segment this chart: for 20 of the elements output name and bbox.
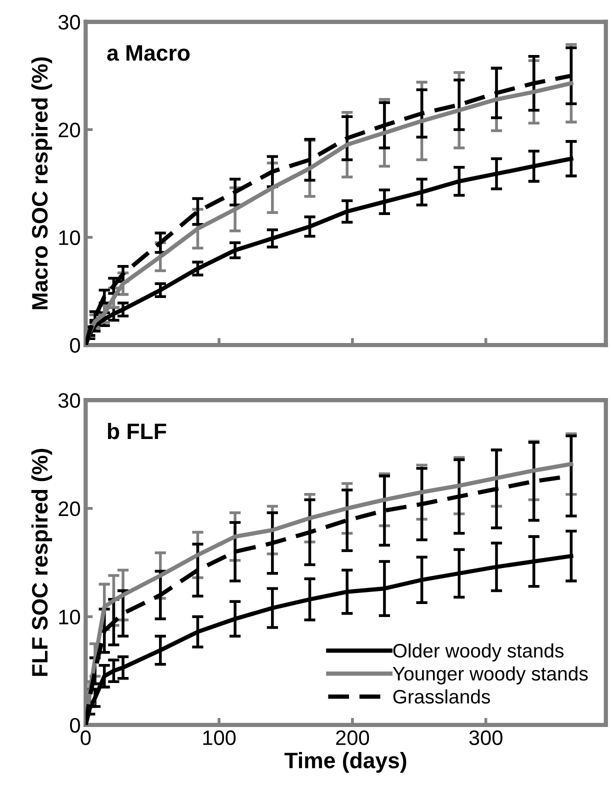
x-tick-label: 100 xyxy=(203,730,236,746)
y-tick-label: 30 xyxy=(58,14,80,30)
text: a Macro xyxy=(107,45,190,61)
y-tick-label: 20 xyxy=(58,122,80,138)
y-axis-title: FLF SOC respired (%) xyxy=(31,448,52,676)
y-axis-title: Macro SOC respired (%) xyxy=(31,57,52,310)
y-tick-label: 10 xyxy=(59,230,80,246)
y-tick-label: 20 xyxy=(58,501,80,516)
text: b FLF xyxy=(108,422,166,440)
x-tick-label: 0 xyxy=(80,730,91,746)
y-tick-label: 0 xyxy=(70,718,80,733)
x-tick-label: 300 xyxy=(469,730,502,746)
y-tick-label: 30 xyxy=(58,393,80,408)
x-tick-label: 200 xyxy=(336,730,370,746)
legend-label: Grasslands xyxy=(393,689,490,704)
legend-label: Younger woody stands xyxy=(392,666,588,684)
legend-label: Older woody stands xyxy=(393,643,564,662)
y-tick-label: 10 xyxy=(59,610,80,624)
y-tick-label: 0 xyxy=(70,338,80,353)
x-axis-title: Time (days) xyxy=(284,752,406,773)
